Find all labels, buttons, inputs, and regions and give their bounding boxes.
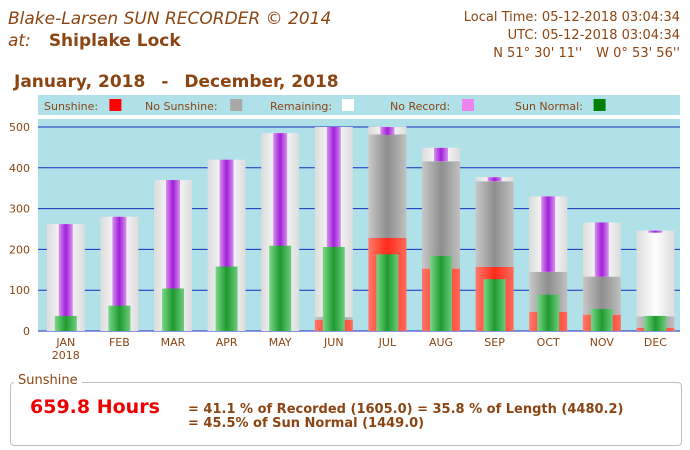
legend-swatch-3 — [462, 99, 474, 111]
summary-line-1: = 41.1 % of Recorded (1605.0) = 35.8 % o… — [188, 402, 624, 417]
legend-swatch-1 — [230, 99, 243, 111]
legend-label-0: Sunshine: — [44, 100, 98, 113]
x-tick-sublabel-0: 2018 — [52, 349, 80, 362]
x-tick-label-apr: APR — [216, 336, 238, 349]
bar-no-record — [648, 230, 663, 233]
bar-no-record — [58, 224, 73, 331]
bar-no-record — [594, 222, 609, 277]
y-tick-label-500: 500 — [9, 121, 30, 134]
x-tick-label-sep: SEP — [484, 336, 505, 349]
local-time: Local Time: 05-12-2018 03:04:34 — [463, 10, 680, 25]
bar-sun-normal — [537, 294, 560, 331]
app-header: Blake-Larsen SUN RECORDER © 2014 at: Ship… — [8, 8, 331, 52]
bar-no-sunshine — [368, 134, 407, 238]
month-bars-may — [261, 133, 300, 331]
x-tick-label-nov: NOV — [590, 336, 615, 349]
legend-swatch-0 — [109, 99, 122, 111]
bar-no-sunshine — [582, 276, 621, 315]
legend-label-3: No Record: — [390, 100, 450, 113]
range-from: January, 2018 — [14, 72, 146, 92]
month-bars-mar — [154, 180, 192, 331]
bar-sun-normal — [322, 246, 345, 331]
sunshine-hours: 659.8 Hours — [30, 396, 160, 418]
location-name: Shiplake Lock — [48, 31, 181, 51]
summary-line-2: = 45.5% of Sun Normal (1449.0) — [188, 416, 425, 431]
coordinates: N 51° 30' 11'' W 0° 53' 56'' — [464, 45, 680, 63]
legend-label-2: Remaining: — [270, 100, 332, 113]
y-tick-label-300: 300 — [9, 203, 30, 216]
y-tick-label-0: 0 — [23, 325, 30, 338]
y-axis: 0 100 200 300 400 500 — [9, 121, 30, 338]
y-tick-label-100: 100 — [9, 284, 30, 297]
month-bars-nov — [582, 222, 621, 331]
bar-no-sunshine — [422, 161, 460, 269]
month-bars-jan — [46, 224, 85, 331]
utc-time: UTC: 05-12-2018 03:04:34 — [507, 28, 680, 43]
y-tick-label-200: 200 — [9, 243, 30, 256]
month-bars-sep — [475, 177, 514, 331]
month-bars-aug — [422, 147, 460, 331]
longitude: W 0° 53' 56'' — [596, 46, 680, 61]
legend-label-1: No Sunshine: — [145, 100, 218, 113]
x-tick-label-jun: JUN — [323, 336, 344, 349]
chart-legend: Sunshine: No Sunshine: Remaining: No Record… — [44, 99, 606, 113]
month-bars-dec — [636, 230, 675, 331]
legend-swatch-2 — [342, 99, 354, 111]
month-bars-apr — [207, 159, 246, 331]
month-bars-jun — [314, 127, 353, 331]
bar-sun-normal — [376, 254, 399, 331]
bar-sun-normal — [430, 255, 452, 331]
bar-sun-normal — [108, 305, 131, 331]
bar-no-sunshine — [475, 181, 514, 267]
x-tick-label-aug: AUG — [429, 336, 453, 349]
bar-sun-normal — [54, 315, 77, 331]
x-tick-label-jul: JUL — [378, 336, 397, 349]
bar-no-record — [541, 196, 556, 272]
gridlines — [38, 126, 680, 332]
plot-area — [38, 119, 680, 331]
month-bars-feb — [100, 216, 139, 331]
legend-swatch-4 — [593, 99, 606, 111]
month-bars-jul — [368, 126, 407, 331]
x-tick-label-mar: MAR — [161, 336, 186, 349]
x-tick-label-dec: DEC — [644, 336, 667, 349]
x-tick-label-may: MAY — [269, 336, 292, 349]
latitude: N 51° 30' 11'' — [493, 46, 583, 61]
at-label: at: — [8, 31, 31, 51]
sunshine-summary-box — [10, 382, 682, 446]
bar-sun-normal — [269, 245, 292, 331]
bar-sun-normal — [483, 279, 506, 331]
range-to: December, 2018 — [184, 72, 339, 92]
bar-sun-normal — [215, 266, 238, 331]
date-range: January, 2018- December, 2018 — [14, 72, 339, 92]
month-bars-oct — [529, 196, 568, 331]
sunshine-summary-legend: Sunshine — [14, 373, 82, 388]
bar-no-record — [487, 177, 502, 182]
bar-no-record — [434, 147, 448, 162]
bar-remaining — [636, 230, 675, 317]
app-title: Blake-Larsen SUN RECORDER © 2014 — [8, 9, 332, 29]
bar-sun-normal — [644, 315, 667, 331]
x-tick-label-oct: OCT — [537, 336, 560, 349]
sun-chart: Sunshine: No Sunshine: Remaining: No Record… — [9, 95, 680, 362]
y-tick-label-400: 400 — [9, 162, 30, 175]
range-dash: - — [161, 72, 169, 92]
bar-no-record — [380, 127, 395, 135]
bar-no-record — [112, 216, 127, 331]
legend-bar — [38, 95, 680, 115]
time-panel: Local Time: 05-12-2018 03:04:34 UTC: 05-… — [464, 9, 680, 63]
legend-label-4: Sun Normal: — [515, 100, 583, 113]
x-tick-label-feb: FEB — [109, 336, 130, 349]
bars — [46, 126, 675, 331]
bar-sun-normal — [162, 288, 184, 331]
x-tick-label-jan: JAN — [55, 336, 75, 349]
bar-sun-normal — [590, 308, 613, 331]
